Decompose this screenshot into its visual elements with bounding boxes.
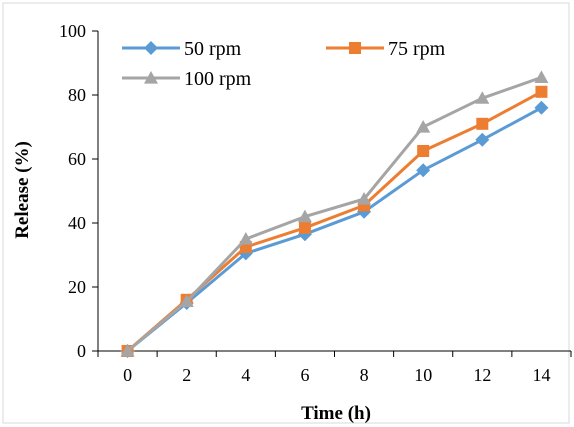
data-point — [416, 120, 431, 133]
data-point — [476, 117, 489, 130]
legend: 50 rpm 75 rpm 100 rpm — [122, 38, 446, 90]
y-tick-label: 0 — [77, 341, 86, 361]
x-tick-label: 4 — [241, 365, 250, 385]
data-point — [357, 192, 372, 205]
legend-label: 100 rpm — [184, 68, 252, 90]
x-axis-title: Time (h) — [301, 403, 371, 424]
data-point — [179, 294, 194, 307]
data-point — [534, 100, 549, 115]
series-line — [126, 106, 543, 353]
legend-item: 50 rpm — [122, 38, 242, 60]
data-point — [416, 163, 431, 178]
x-tick-label: 14 — [532, 365, 550, 385]
chart-border — [2, 2, 570, 424]
data-point — [120, 344, 135, 357]
y-axis-title: Release (%) — [12, 141, 33, 239]
legend-label: 50 rpm — [184, 38, 242, 60]
axes: 0 20 40 60 80 100 0 2 4 6 8 10 12 14 — [59, 21, 572, 385]
data-point — [238, 232, 253, 245]
legend-marker — [144, 41, 158, 55]
legend-item: 100 rpm — [122, 68, 252, 90]
data-point — [475, 91, 490, 104]
legend-marker — [144, 71, 158, 84]
y-tick-label: 100 — [59, 21, 86, 41]
x-tick-label: 10 — [414, 365, 432, 385]
data-point — [535, 85, 548, 98]
legend-label: 75 rpm — [388, 38, 446, 60]
y-tick-label: 60 — [68, 149, 86, 169]
y-tick-label: 80 — [68, 85, 86, 105]
data-point — [475, 132, 490, 147]
data-point — [534, 70, 549, 83]
data-point — [298, 221, 311, 234]
series-100-rpm — [120, 70, 549, 357]
series-layer — [120, 70, 549, 358]
y-tick-label: 20 — [68, 277, 86, 297]
x-tick-label: 8 — [360, 365, 369, 385]
y-tick-label: 40 — [68, 213, 86, 233]
legend-item: 75 rpm — [326, 38, 446, 60]
data-point — [417, 145, 430, 157]
legend-marker — [349, 42, 361, 54]
series-line — [126, 75, 542, 353]
x-tick-label: 0 — [123, 365, 132, 385]
x-tick-label: 2 — [182, 365, 191, 385]
x-tick-label: 12 — [473, 365, 491, 385]
x-tick-label: 6 — [300, 365, 309, 385]
data-point — [297, 209, 312, 223]
